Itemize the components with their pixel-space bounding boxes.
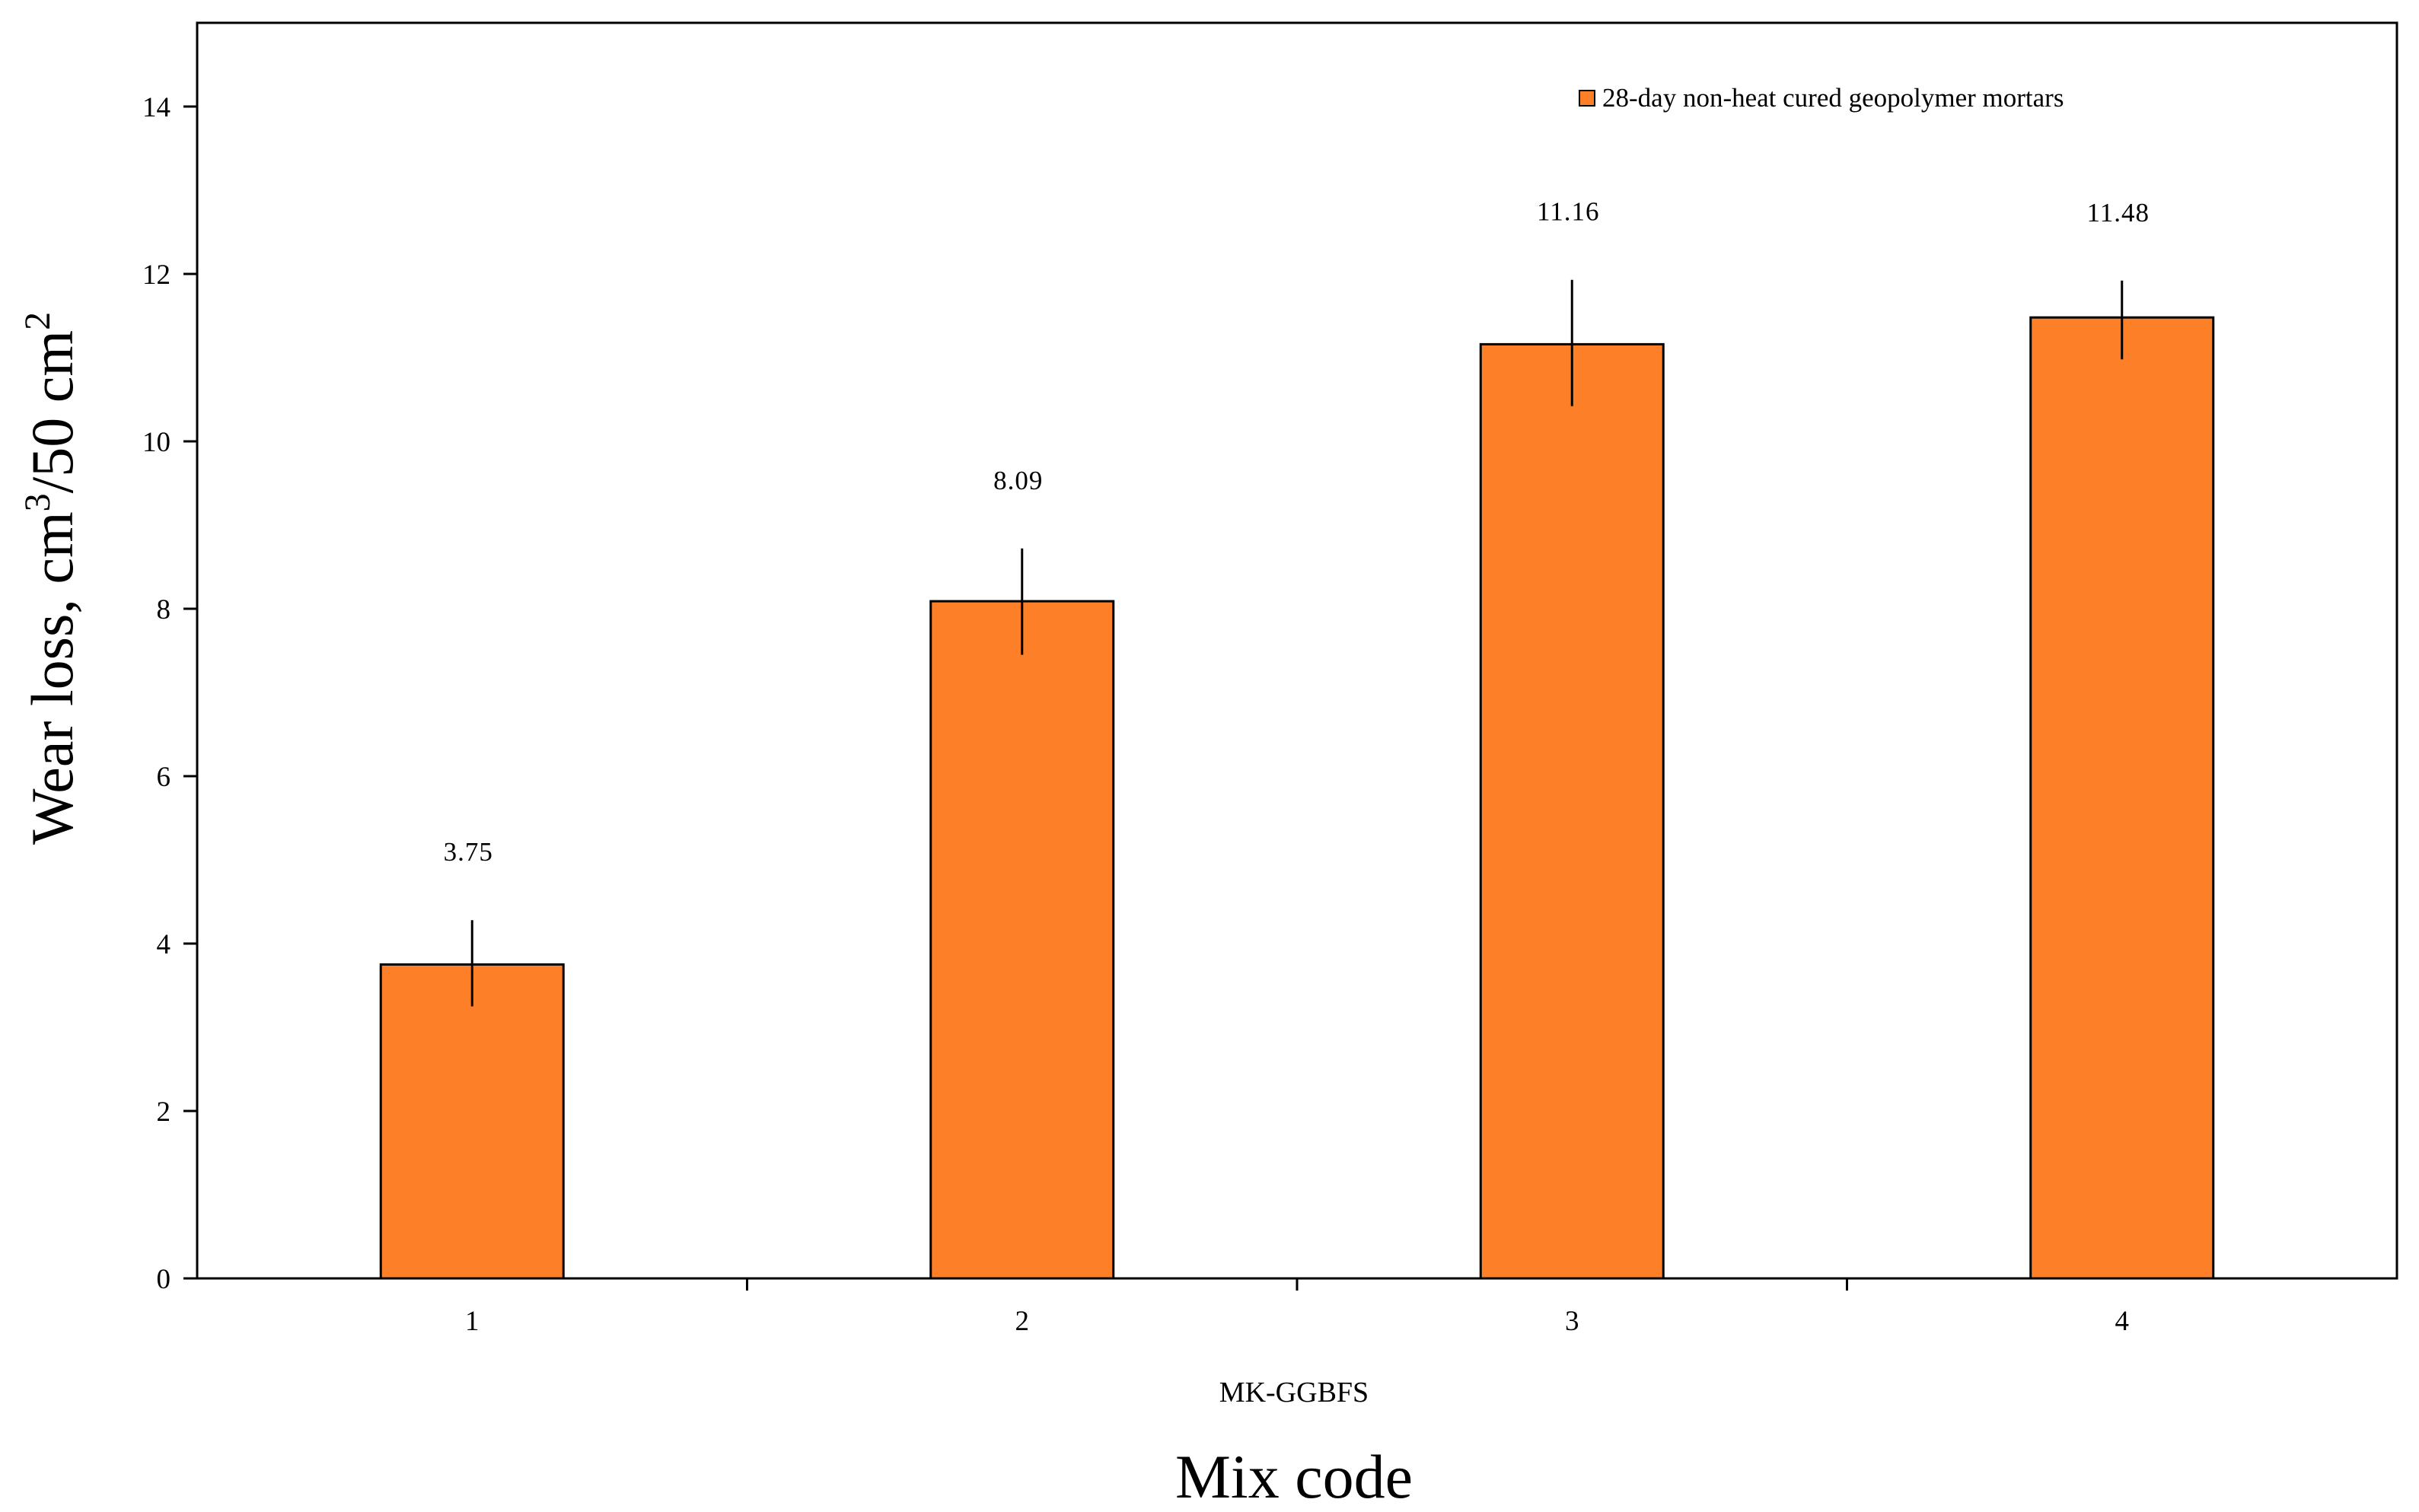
x-tick-label: 1 [465,1306,480,1337]
data-labels: 3.75 8.09 11.16 11.48 [444,197,2150,867]
x-tick-label: 4 [2115,1306,2130,1337]
y-tick-label: 0 [157,1264,171,1295]
y-axis: 0 2 4 6 8 10 12 14 [142,92,197,1295]
y-axis-title: Wear loss, cm3/50 cm2 [18,312,85,845]
y-tick-label: 2 [157,1097,171,1128]
data-label: 3.75 [444,837,493,867]
data-label: 11.16 [1537,197,1599,227]
x-axis-title: Mix code [1175,1442,1413,1511]
x-group-label: MK-GGBFS [1219,1377,1369,1409]
data-label: 8.09 [993,466,1043,495]
y-tick-label: 14 [142,92,171,123]
bar [1479,342,1665,1280]
y-tick-label: 8 [157,594,171,625]
legend-label: 28-day non-heat cured geopolymer mortars [1602,83,2064,113]
bar [2029,316,2215,1280]
y-tick-label: 10 [142,427,171,458]
x-tick-label: 3 [1565,1306,1579,1337]
y-tick-label: 4 [157,929,171,960]
data-label: 11.48 [2087,198,2150,228]
legend: 28-day non-heat cured geopolymer mortars [1579,83,2064,113]
error-bars [470,279,2124,1007]
legend-swatch [1579,90,1595,107]
bar-series [379,316,2215,1280]
x-axis: 1 2 3 4 [465,1278,2129,1337]
bar [379,963,565,1280]
x-tick-label: 2 [1015,1306,1030,1337]
y-tick-label: 12 [142,259,171,291]
bar [929,600,1115,1280]
y-tick-label: 6 [157,762,171,793]
